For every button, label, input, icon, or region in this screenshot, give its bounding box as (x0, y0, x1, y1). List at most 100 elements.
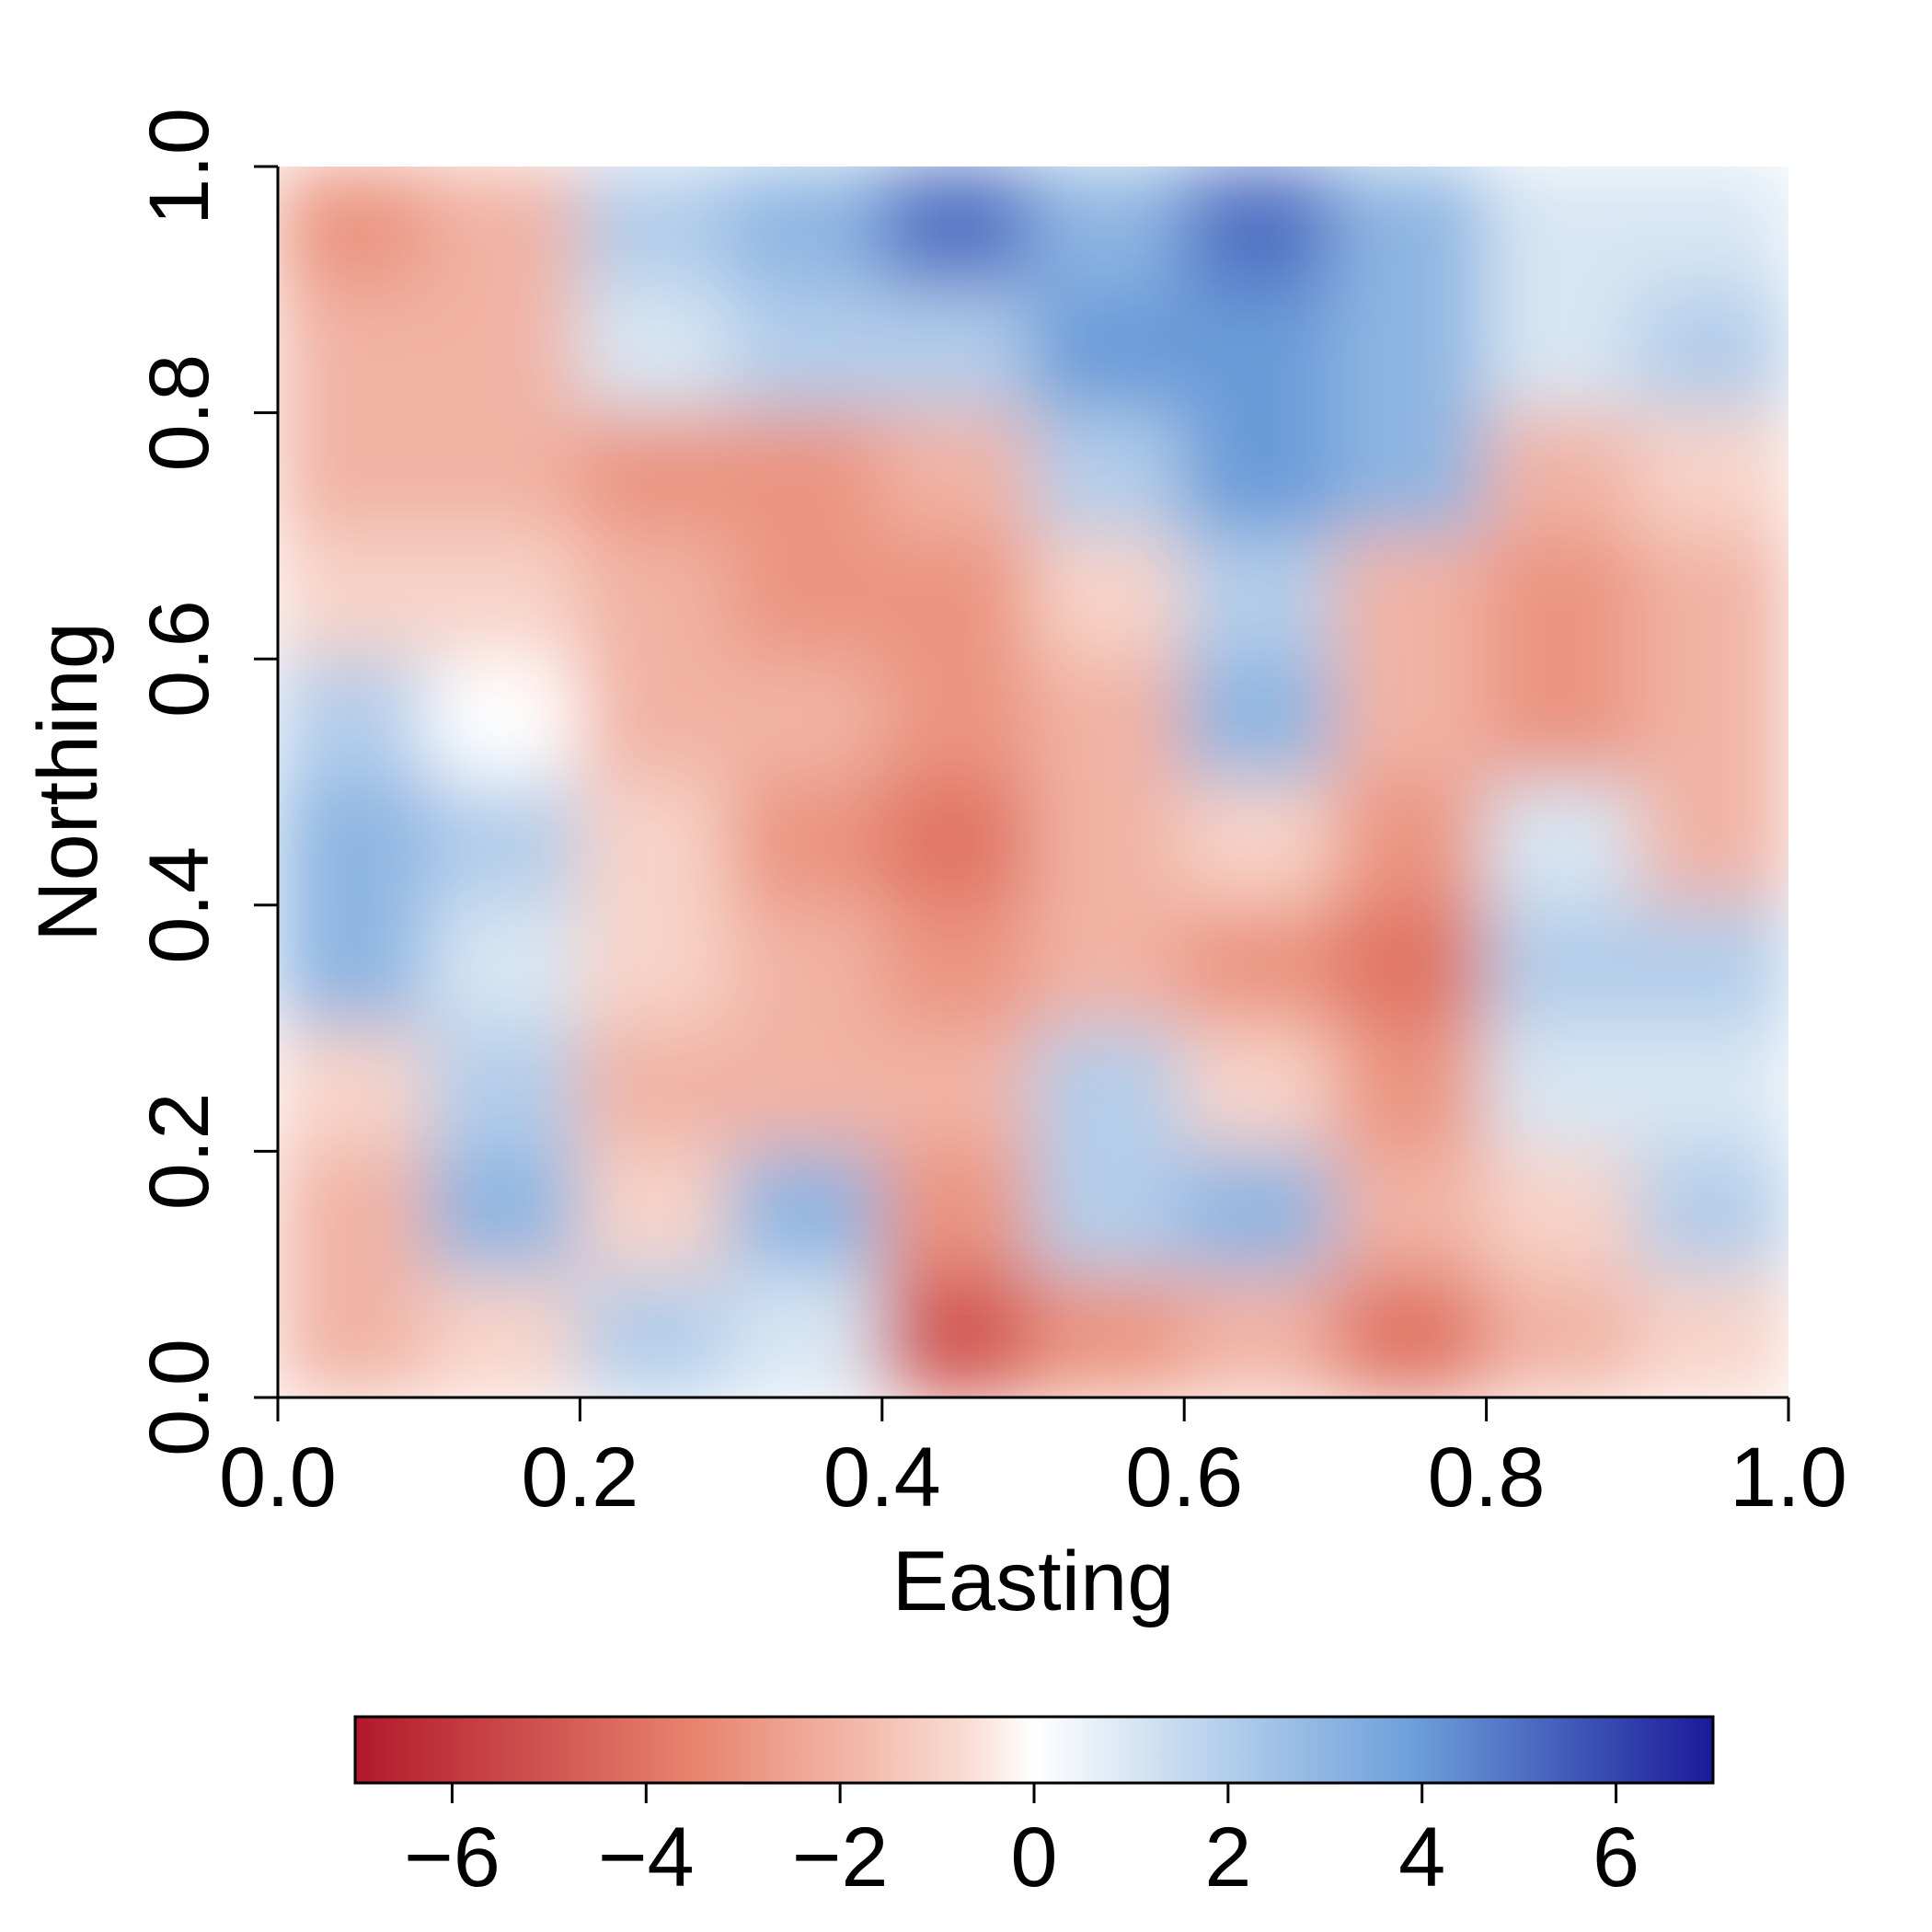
heatmap-cell (1333, 1272, 1489, 1397)
colorbar-gradient (353, 1715, 1715, 1785)
heatmap-cell (1182, 287, 1338, 415)
heatmap-cell (1484, 167, 1639, 292)
heatmap-cell (1031, 167, 1187, 292)
heatmap-cell (1635, 1149, 1788, 1277)
heatmap-cell (1333, 534, 1489, 661)
heatmap-cell (880, 1026, 1035, 1154)
heatmap-cell (1031, 410, 1187, 538)
heatmap-cell (427, 1272, 582, 1397)
y-tick-label: 0.4 (132, 846, 226, 964)
heatmap-cell (1031, 1026, 1187, 1154)
heatmap-cell (578, 534, 733, 661)
heatmap-cell (1635, 410, 1788, 538)
heatmap-cell (1031, 287, 1187, 415)
x-ticks: 0.0 0.2 0.4 0.6 0.8 1.0 (219, 1397, 1847, 1524)
heatmap-cell (729, 780, 884, 907)
colorbar: −6 −4 −2 0 2 4 6 (353, 1715, 1715, 1904)
heatmap-cell (729, 903, 884, 1030)
x-tick-label: 0.2 (521, 1431, 638, 1524)
colorbar-tick-label: 2 (1204, 1811, 1251, 1904)
heatmap-cell (278, 1026, 431, 1154)
colorbar-ticks: −6 −4 −2 0 2 4 6 (404, 1783, 1639, 1904)
heatmap-cell (729, 1149, 884, 1277)
heatmap-cell (1182, 780, 1338, 907)
heatmap-cell (880, 903, 1035, 1030)
heatmap-cell (1635, 1272, 1788, 1397)
heatmap-cell (278, 1149, 431, 1277)
axes: 0.0 0.2 0.4 0.6 0.8 1.0 0.0 0.2 0.4 0.6 0.8 1.0 (132, 108, 1847, 1524)
heatmap-cell (1182, 410, 1338, 538)
heatmap-cell (427, 903, 582, 1030)
heatmap-cell (1635, 534, 1788, 661)
heatmap-cell (1031, 780, 1187, 907)
heatmap-cell (1635, 780, 1788, 907)
heatmap-cell (427, 657, 582, 784)
heatmap-cell (427, 167, 582, 292)
heatmap-cell (880, 1272, 1035, 1397)
heatmap-cell (278, 167, 431, 292)
x-tick-label: 0.6 (1125, 1431, 1243, 1524)
heatmap-cell (1484, 903, 1639, 1030)
heatmap-cell (1484, 780, 1639, 907)
heatmap-cell (427, 534, 582, 661)
heatmap-cell (1333, 780, 1489, 907)
y-tick-label: 0.6 (132, 600, 226, 718)
heatmap-cell (880, 534, 1035, 661)
heatmap-cell (880, 410, 1035, 538)
heatmap-cell (729, 167, 884, 292)
heatmap-cell (1182, 1149, 1338, 1277)
heatmap-cell (1635, 287, 1788, 415)
heatmap-cell (1484, 1272, 1639, 1397)
heatmap-cell (1484, 657, 1639, 784)
heatmap-cell (278, 903, 431, 1030)
heatmap-cell (278, 287, 431, 415)
y-axis-title: Northing (21, 622, 115, 942)
heatmap-cell (1484, 1026, 1639, 1154)
heatmap-cell (1333, 167, 1489, 292)
x-tick-label: 0.8 (1428, 1431, 1546, 1524)
heatmap-cell (1182, 657, 1338, 784)
colorbar-tick-label: 6 (1593, 1811, 1639, 1904)
heatmap-cell (578, 657, 733, 784)
x-axis-title: Easting (892, 1535, 1175, 1628)
heatmap-cell (278, 534, 431, 661)
heatmap-cell (1635, 167, 1788, 292)
heatmap-cell (578, 1272, 733, 1397)
heatmap-cell (278, 1272, 431, 1397)
heatmap-cell (578, 1026, 733, 1154)
heatmap-cell (578, 780, 733, 907)
heatmap-cell (578, 903, 733, 1030)
heatmap-cell (278, 657, 431, 784)
heatmap-cell (729, 657, 884, 784)
heatmap-cell (1182, 1026, 1338, 1154)
colorbar-tick-label: 0 (1010, 1811, 1057, 1904)
y-ticks: 0.0 0.2 0.4 0.6 0.8 1.0 (132, 108, 278, 1456)
heatmap-cell (1333, 1026, 1489, 1154)
heatmap-cell (729, 1272, 884, 1397)
heatmap-cell (1182, 167, 1338, 292)
x-tick-label: 0.0 (219, 1431, 337, 1524)
x-tick-label: 1.0 (1730, 1431, 1847, 1524)
heatmap-cell (427, 1026, 582, 1154)
heatmap-cell (278, 780, 431, 907)
heatmap-cell (1031, 1272, 1187, 1397)
heatmap-cell (1635, 657, 1788, 784)
colorbar-tick-label: 4 (1398, 1811, 1445, 1904)
heatmap-cell (1031, 657, 1187, 784)
heatmap-cell (1333, 410, 1489, 538)
heatmap-cell (1635, 903, 1788, 1030)
heatmap-cell (1484, 534, 1639, 661)
heatmap-cell (1333, 1149, 1489, 1277)
heatmap-cell (880, 287, 1035, 415)
colorbar-tick-label: −6 (404, 1811, 500, 1904)
heatmap-cell (1182, 903, 1338, 1030)
y-tick-label: 1.0 (132, 108, 226, 225)
heatmap-cell (578, 287, 733, 415)
heatmap-cell (578, 167, 733, 292)
heatmap-cell (1333, 903, 1489, 1030)
heatmap-cell (880, 1149, 1035, 1277)
colorbar-tick-label: −4 (598, 1811, 695, 1904)
heatmap-cell (1182, 1272, 1338, 1397)
